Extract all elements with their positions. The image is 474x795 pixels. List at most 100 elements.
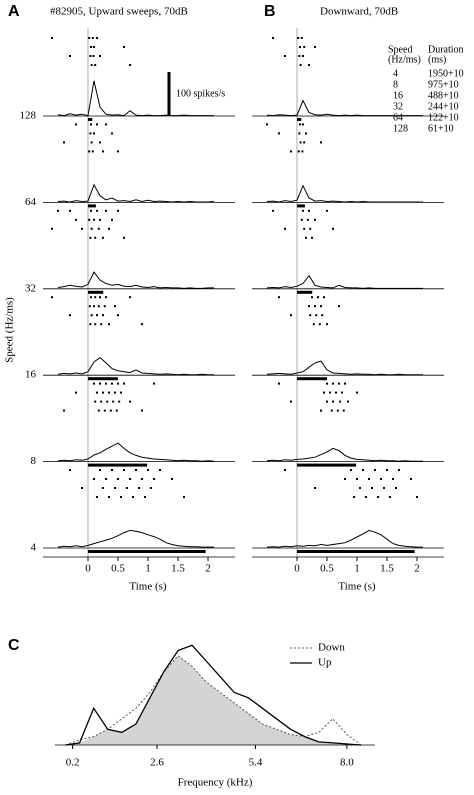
spike (132, 496, 134, 498)
x-tick-label: 5.4 (249, 757, 263, 769)
spike (290, 400, 292, 403)
spike (272, 209, 274, 212)
spike (297, 150, 300, 153)
spike (335, 391, 337, 394)
spike (298, 132, 301, 135)
spike (339, 400, 342, 403)
spike (96, 209, 98, 212)
spike (301, 150, 304, 153)
x-axis-label: Time (s) (129, 581, 167, 593)
speed-label: 128 (20, 110, 37, 122)
spike (97, 305, 100, 308)
spike (278, 132, 280, 135)
spike (105, 478, 107, 480)
y-axis-label: Speed (Hz/ms) (4, 297, 16, 363)
spike (120, 391, 122, 394)
table-cell: 128 (393, 123, 408, 134)
spike (326, 323, 328, 326)
spike (63, 141, 65, 144)
spike (69, 469, 71, 471)
spike (90, 64, 93, 66)
spike (311, 236, 313, 239)
spike (99, 296, 101, 299)
table-header: Speed (388, 44, 412, 55)
table-header: Duration (428, 44, 464, 55)
spike (123, 46, 125, 48)
stimulus-bar (88, 118, 93, 121)
psth-line (57, 80, 214, 117)
spike (298, 55, 301, 57)
spike (300, 218, 303, 221)
spike (88, 305, 91, 308)
spike (129, 478, 131, 480)
spike (314, 305, 316, 308)
spike (96, 314, 98, 317)
spike (326, 382, 328, 385)
spike (303, 227, 306, 230)
spike (100, 400, 103, 403)
table-cell: 122+10 (428, 112, 459, 123)
spike (284, 227, 286, 230)
spike (75, 391, 77, 394)
spike (359, 487, 361, 489)
spike (144, 496, 146, 498)
x-tick-label: 0 (85, 563, 91, 575)
stimulus-bar (88, 377, 118, 381)
spike (266, 123, 268, 126)
spike (278, 382, 280, 385)
spike (314, 218, 316, 221)
table-cell: 975+10 (428, 79, 459, 90)
spike (63, 409, 65, 412)
table-cell: 4 (393, 68, 398, 79)
psth-line (57, 442, 215, 462)
panel-label: C (8, 637, 20, 654)
spike (341, 391, 343, 394)
spike (102, 487, 104, 489)
x-tick-label: 1 (145, 563, 151, 575)
spike (88, 37, 91, 39)
spike (314, 487, 316, 489)
legend-label: Down (318, 642, 345, 654)
spike (75, 218, 77, 221)
spike (97, 227, 100, 230)
table-cell: 8 (393, 79, 398, 90)
spike (374, 469, 376, 471)
spike (57, 209, 59, 212)
spike (102, 236, 104, 239)
spike (290, 150, 292, 153)
x-tick-label: 1 (354, 563, 360, 575)
spike (102, 391, 104, 394)
spike (303, 46, 306, 48)
spike (336, 409, 339, 412)
spike (147, 469, 149, 471)
spike (350, 469, 352, 471)
spike (103, 305, 106, 308)
spike (356, 478, 358, 480)
x-tick-label: 0.5 (111, 563, 125, 575)
spike (302, 123, 304, 126)
table-header: (Hz/ms) (388, 54, 421, 65)
spike (326, 209, 328, 212)
spike (96, 496, 98, 498)
spike (105, 209, 107, 212)
stimulus-bar (88, 463, 148, 467)
spike (99, 55, 101, 57)
speed-label: 64 (25, 196, 37, 208)
spike (105, 296, 107, 299)
spike (105, 382, 107, 385)
spike (129, 400, 131, 403)
psth-line (266, 529, 423, 548)
speed-label: 16 (25, 369, 37, 381)
spike (111, 469, 113, 471)
panel-label: A (8, 3, 20, 20)
spike (93, 218, 95, 221)
spike (386, 469, 388, 471)
spike (90, 209, 92, 212)
spike (272, 37, 274, 39)
spike (315, 314, 318, 317)
spike (171, 478, 173, 480)
spike (117, 314, 119, 317)
spike (342, 409, 345, 412)
spike (368, 478, 370, 480)
